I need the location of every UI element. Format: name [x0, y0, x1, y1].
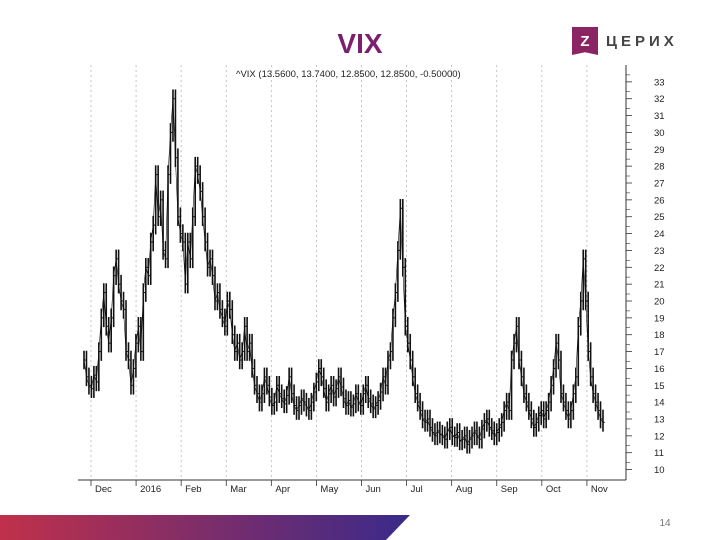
y-tick-label: 12: [654, 431, 665, 442]
y-tick-label: 11: [654, 448, 664, 459]
y-tick-label: 17: [654, 347, 665, 358]
y-tick-label: 25: [654, 212, 665, 223]
chart-canvas: Dec 2016 Feb Mar Apr May Jun Jul Aug Sep Oct Nov101…: [78, 65, 665, 495]
logo-text: ЦЕРИХ: [606, 32, 678, 50]
x-tick-label: Sep: [501, 484, 518, 495]
slide-title: VIX: [337, 28, 383, 59]
y-tick-label: 18: [654, 330, 665, 341]
y-tick-label: 33: [654, 77, 665, 88]
y-tick-label: 16: [654, 364, 665, 375]
y-tick-label: 20: [654, 297, 665, 308]
y-tick-label: 31: [654, 111, 665, 122]
y-tick-label: 24: [654, 229, 665, 240]
footer-gradient-bar: [0, 515, 410, 540]
x-tick-label: Jun: [366, 484, 381, 495]
y-tick-label: 14: [654, 398, 665, 409]
x-tick-label: 2016: [140, 484, 161, 495]
zerich-logo-icon: Z: [572, 27, 598, 55]
y-tick-label: 30: [654, 128, 665, 139]
y-tick-label: 15: [654, 381, 665, 392]
x-tick-label: Mar: [230, 484, 246, 495]
x-tick-label: May: [320, 484, 338, 495]
y-tick-label: 13: [654, 415, 665, 426]
x-tick-label: Feb: [185, 484, 201, 495]
y-tick-label: 32: [654, 94, 665, 105]
x-tick-label: Oct: [546, 484, 561, 495]
page-number: 14: [659, 518, 671, 529]
y-tick-label: 27: [654, 179, 665, 190]
vix-chart: Dec 2016 Feb Mar Apr May Jun Jul Aug Sep Oct Nov 10 1…: [78, 60, 678, 500]
x-tick-label: Aug: [456, 484, 473, 495]
y-tick-label: 28: [654, 162, 665, 173]
y-tick-label: 26: [654, 195, 665, 206]
x-tick-label: Nov: [591, 484, 608, 495]
x-tick-label: Jul: [411, 484, 423, 495]
y-tick-label: 22: [654, 263, 665, 274]
y-tick-label: 21: [654, 280, 665, 291]
y-tick-label: 19: [654, 313, 665, 324]
y-tick-label: 23: [654, 246, 665, 257]
y-tick-label: 29: [654, 145, 665, 156]
company-logo: Z ЦЕРИХ: [572, 27, 678, 55]
x-tick-label: Dec: [95, 484, 112, 495]
series-line: [83, 98, 604, 446]
x-tick-label: Apr: [275, 484, 290, 495]
chart-legend: ^VIX (13.5600, 13.7400, 12.8500, 12.8500…: [236, 69, 461, 80]
y-tick-label: 10: [654, 465, 665, 476]
